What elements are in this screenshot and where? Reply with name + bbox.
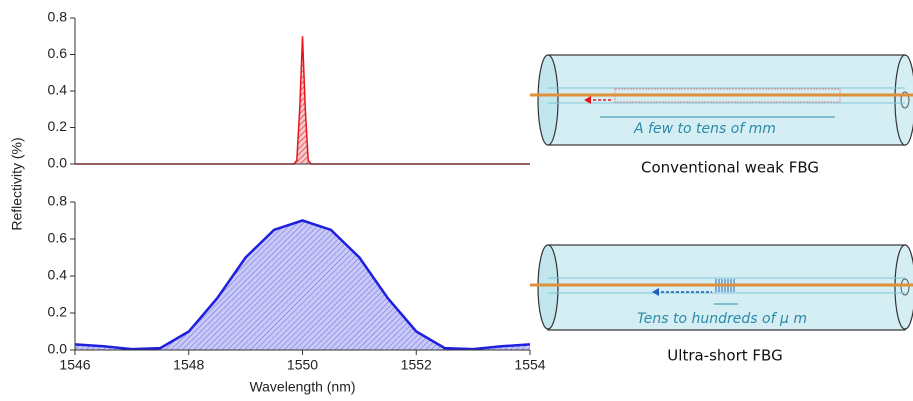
fiber-diagram: Tens to hundreds of μ m Ultra-short FBG xyxy=(530,244,913,365)
y-tick-label: 0.0 xyxy=(48,155,68,171)
area-fill xyxy=(75,36,530,164)
diagram-caption: Conventional weak FBG xyxy=(641,159,819,177)
diagram-caption: Ultra-short FBG xyxy=(667,347,782,365)
length-note: A few to tens of mm xyxy=(633,121,776,137)
length-note: Tens to hundreds of μ m xyxy=(637,311,807,327)
y-tick-label: 0.4 xyxy=(48,267,68,283)
x-tick-label: 1554 xyxy=(514,357,545,373)
y-tick-label: 0.8 xyxy=(48,9,68,25)
y-axis-label: Reflectivity (%) xyxy=(9,137,25,230)
y-tick-label: 0.2 xyxy=(48,118,68,134)
x-tick-label: 1552 xyxy=(401,357,432,373)
x-tick-label: 1550 xyxy=(287,357,318,373)
x-tick-label: 1548 xyxy=(173,357,204,373)
y-tick-label: 0.6 xyxy=(48,230,68,246)
y-tick-label: 0.6 xyxy=(48,45,68,61)
y-tick-label: 0.8 xyxy=(48,193,68,209)
x-axis-label: Wavelength (nm) xyxy=(249,379,355,395)
y-tick-label: 0.2 xyxy=(48,304,68,320)
y-tick-label: 0.4 xyxy=(48,82,68,98)
line xyxy=(75,36,530,165)
area-fill xyxy=(75,220,530,350)
fiber-diagram: A few to tens of mm Conventional weak FB… xyxy=(530,54,913,177)
x-tick-label: 1546 xyxy=(59,357,90,373)
line xyxy=(74,219,531,351)
y-tick-label: 0.0 xyxy=(48,341,68,357)
